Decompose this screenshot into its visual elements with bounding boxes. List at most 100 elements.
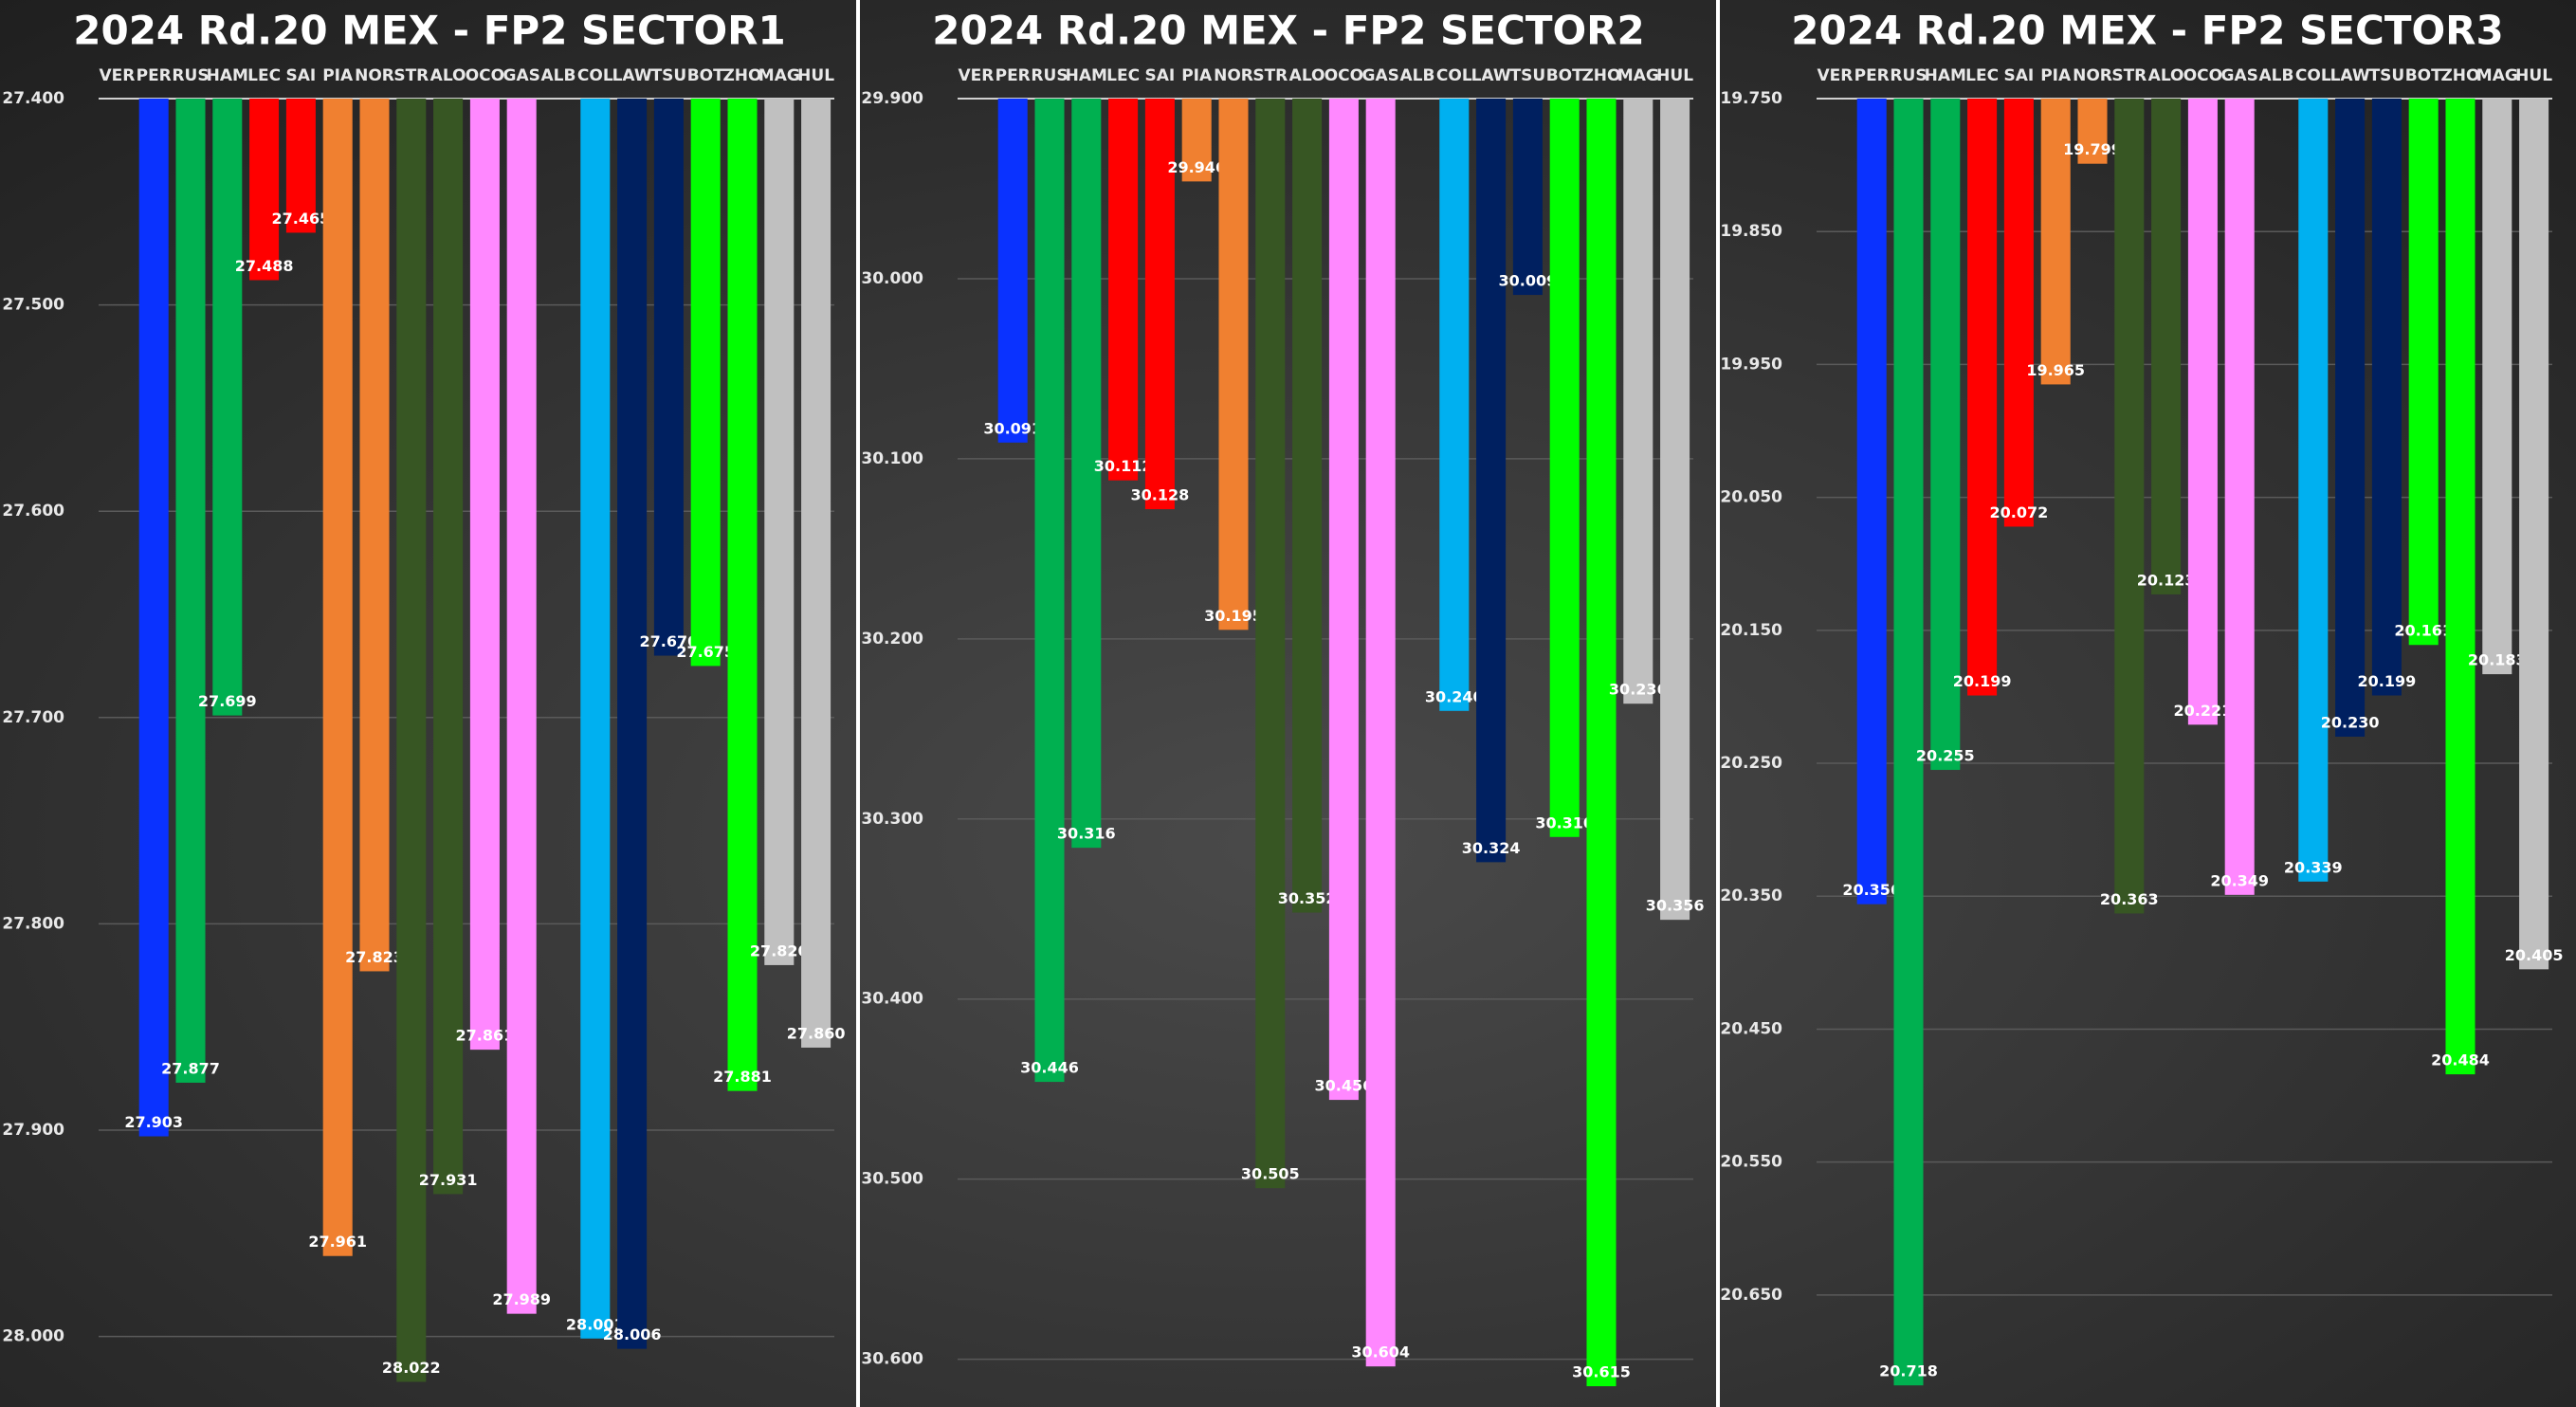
y-tick-label: 27.800 bbox=[2, 914, 64, 933]
category-label: LAW bbox=[612, 66, 652, 85]
bar bbox=[212, 99, 243, 716]
bar bbox=[1034, 99, 1065, 1083]
category-label: VER bbox=[99, 66, 135, 85]
category-label: LAW bbox=[1471, 66, 1511, 85]
y-tick-label: 27.500 bbox=[2, 296, 64, 315]
category-label: VER bbox=[1817, 66, 1853, 85]
chart-title: 2024 Rd.20 MEX - FP2 SECTOR2 bbox=[932, 8, 1645, 54]
y-tick-label: 30.000 bbox=[861, 269, 923, 288]
value-label: 27.903 bbox=[124, 1113, 183, 1131]
bar bbox=[1255, 99, 1286, 1189]
bar bbox=[1365, 99, 1396, 1367]
bar bbox=[2224, 99, 2255, 895]
value-label: 20.183 bbox=[2468, 651, 2527, 669]
bar bbox=[1218, 99, 1249, 630]
category-label: BOT bbox=[687, 66, 724, 85]
value-label: 27.465 bbox=[272, 210, 331, 228]
category-label: BOT bbox=[2405, 66, 2442, 85]
value-label: 28.022 bbox=[382, 1359, 441, 1377]
category-label: PER bbox=[996, 66, 1031, 85]
value-label: 27.877 bbox=[161, 1059, 220, 1077]
value-label: 20.199 bbox=[1953, 672, 2012, 690]
value-label: 20.199 bbox=[2358, 672, 2417, 690]
y-tick-label: 19.750 bbox=[1720, 89, 1782, 108]
chart-title: 2024 Rd.20 MEX - FP2 SECTOR3 bbox=[1791, 8, 2504, 54]
bar bbox=[2040, 99, 2071, 385]
category-label: LEC bbox=[1106, 66, 1140, 85]
y-tick-label: 19.850 bbox=[1720, 222, 1782, 241]
value-label: 19.965 bbox=[2026, 361, 2085, 379]
bar bbox=[506, 99, 537, 1314]
category-label: TSU bbox=[651, 66, 687, 85]
bar bbox=[764, 99, 795, 965]
category-label: PIA bbox=[2040, 66, 2072, 85]
category-label: SAI bbox=[1145, 66, 1176, 85]
category-label: NOR bbox=[2073, 66, 2112, 85]
category-label: ALO bbox=[1289, 66, 1325, 85]
category-label: LEC bbox=[1965, 66, 1999, 85]
category-label: PIA bbox=[322, 66, 354, 85]
bar bbox=[1856, 99, 1887, 904]
bar bbox=[175, 99, 206, 1083]
value-label: 19.799 bbox=[2063, 140, 2122, 158]
category-label: HUL bbox=[797, 66, 834, 85]
bar bbox=[727, 99, 758, 1091]
bar bbox=[433, 99, 464, 1195]
value-label: 20.123 bbox=[2137, 571, 2196, 589]
value-label: 27.861 bbox=[456, 1027, 515, 1045]
y-tick-label: 29.900 bbox=[861, 89, 923, 108]
bar bbox=[1893, 99, 1924, 1386]
value-label: 20.161 bbox=[2394, 622, 2453, 640]
bar bbox=[1144, 99, 1175, 510]
y-tick-label: 19.950 bbox=[1720, 355, 1782, 374]
y-tick-label: 30.300 bbox=[861, 810, 923, 829]
category-label: ALO bbox=[430, 66, 466, 85]
y-tick-label: 20.550 bbox=[1720, 1153, 1782, 1172]
value-label: 20.230 bbox=[2321, 713, 2380, 731]
value-label: 27.961 bbox=[308, 1233, 367, 1251]
value-label: 20.221 bbox=[2174, 702, 2233, 720]
y-tick-label: 27.900 bbox=[2, 1121, 64, 1140]
value-label: 27.989 bbox=[492, 1290, 551, 1308]
y-tick-label: 20.650 bbox=[1720, 1286, 1782, 1305]
value-label: 30.604 bbox=[1351, 1343, 1410, 1361]
bar bbox=[396, 99, 427, 1382]
value-label: 30.091 bbox=[983, 419, 1042, 437]
value-label: 30.240 bbox=[1425, 687, 1484, 705]
bar bbox=[359, 99, 390, 972]
value-label: 27.860 bbox=[787, 1024, 846, 1042]
bar bbox=[322, 99, 353, 1256]
bar bbox=[580, 99, 611, 1339]
value-label: 30.236 bbox=[1609, 681, 1668, 699]
bar bbox=[1476, 99, 1507, 863]
y-tick-label: 20.150 bbox=[1720, 621, 1782, 640]
bar bbox=[2482, 99, 2512, 675]
y-tick-label: 30.100 bbox=[861, 449, 923, 468]
bar bbox=[2114, 99, 2145, 914]
y-tick-label: 20.350 bbox=[1720, 886, 1782, 905]
value-label: 27.488 bbox=[235, 257, 294, 275]
category-label: ZHO bbox=[722, 66, 761, 85]
y-tick-label: 30.600 bbox=[861, 1350, 923, 1369]
category-label: HUL bbox=[2515, 66, 2552, 85]
value-label: 30.310 bbox=[1535, 813, 1594, 831]
bar bbox=[1660, 99, 1690, 921]
category-label: MAG bbox=[1617, 66, 1659, 85]
bar bbox=[1108, 99, 1139, 481]
value-label: 20.356 bbox=[1842, 881, 1901, 899]
category-label: NOR bbox=[355, 66, 394, 85]
bar bbox=[1930, 99, 1961, 771]
bar bbox=[2077, 99, 2108, 164]
category-label: VER bbox=[958, 66, 994, 85]
category-label: HUL bbox=[1656, 66, 1693, 85]
bar bbox=[285, 99, 316, 233]
bar bbox=[2003, 99, 2034, 527]
bar bbox=[1549, 99, 1580, 837]
bar bbox=[1439, 99, 1470, 711]
value-label: 30.316 bbox=[1057, 825, 1116, 843]
bar bbox=[249, 99, 280, 281]
category-label: OCO bbox=[2183, 66, 2222, 85]
bar bbox=[1623, 99, 1653, 704]
